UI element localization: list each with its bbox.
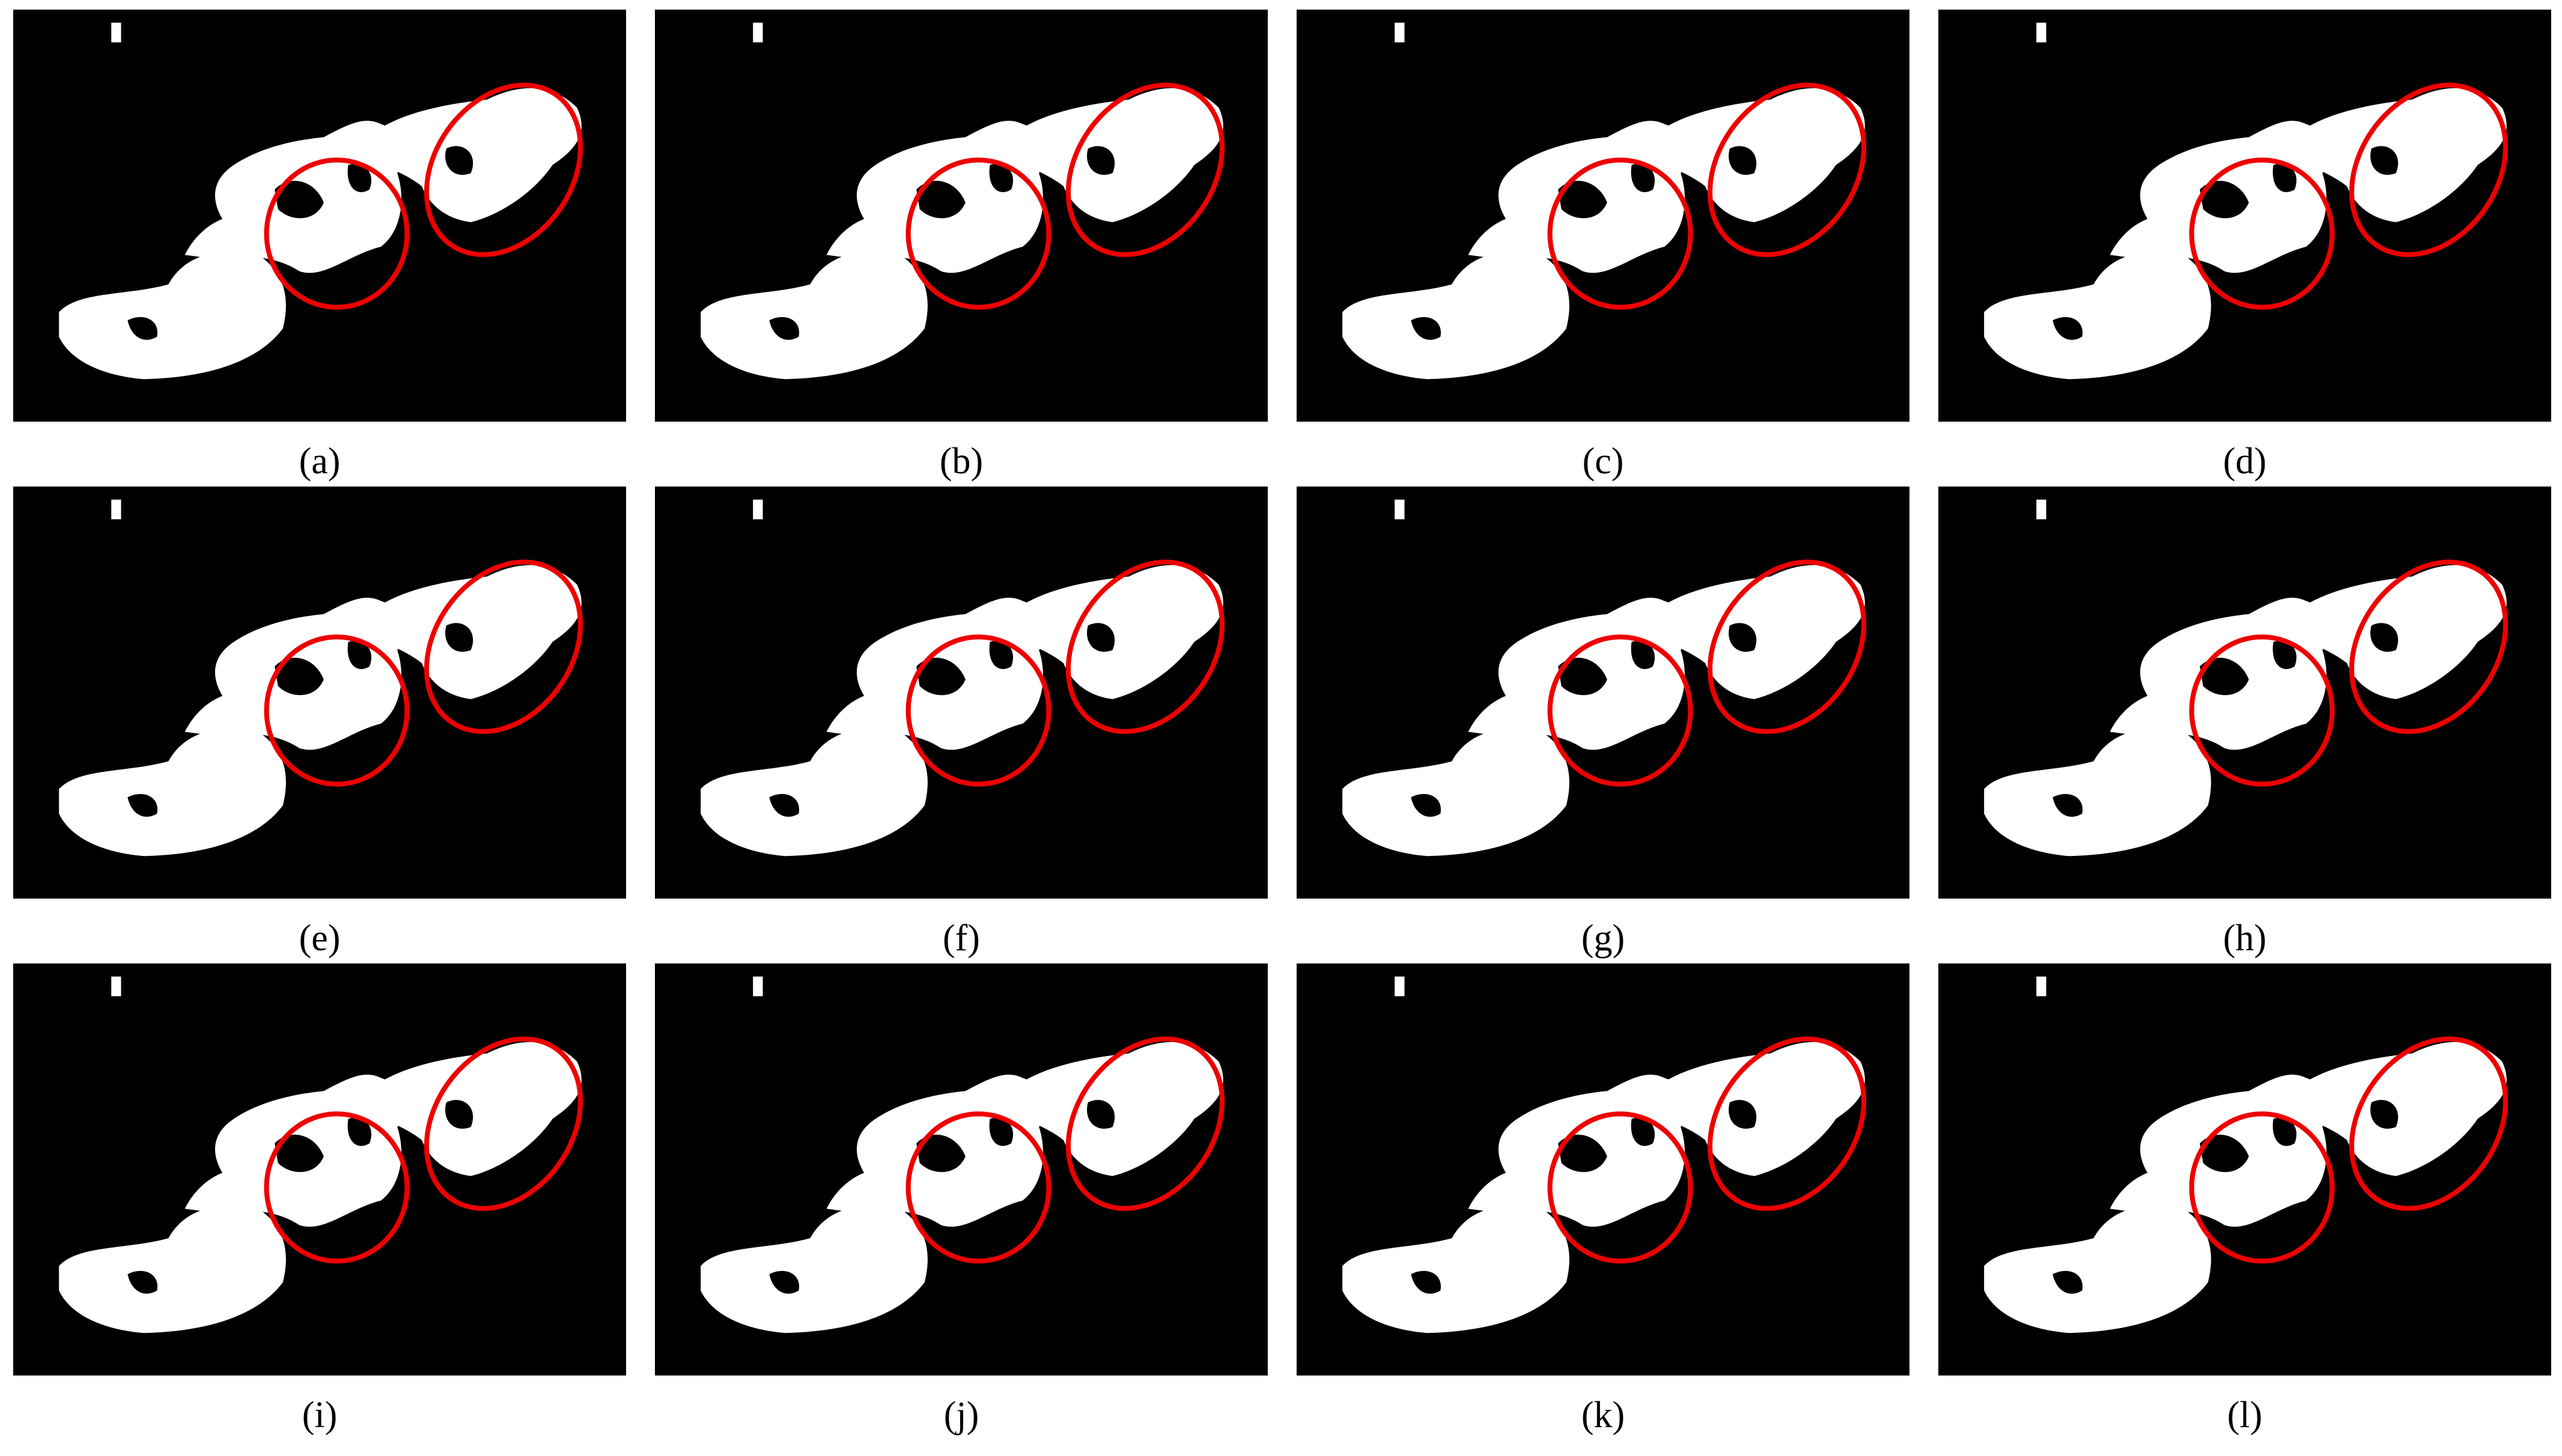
panel xyxy=(1938,487,2551,899)
panel-image xyxy=(655,963,1268,1376)
panel-label: (j) xyxy=(944,1395,979,1436)
panel-label: (g) xyxy=(1581,918,1625,959)
panel-image xyxy=(13,963,626,1376)
panel-image xyxy=(1938,10,2551,422)
panel xyxy=(13,487,626,899)
panel xyxy=(1297,10,1909,422)
panel-image xyxy=(13,10,626,422)
panel xyxy=(655,963,1268,1376)
panel-image xyxy=(655,10,1268,422)
panel xyxy=(1297,963,1909,1376)
panel-image xyxy=(1938,963,2551,1376)
panel-label: (c) xyxy=(1583,441,1624,482)
panel xyxy=(13,963,626,1376)
panel-label: (f) xyxy=(943,918,980,959)
panel xyxy=(1938,10,2551,422)
panel-label: (i) xyxy=(302,1395,338,1436)
panel-image xyxy=(1297,963,1909,1376)
panel-label: (d) xyxy=(2223,441,2266,482)
panel-label: (l) xyxy=(2227,1395,2263,1436)
panel-image xyxy=(655,487,1268,899)
panel-label: (h) xyxy=(2223,918,2266,959)
panel xyxy=(1297,487,1909,899)
panel-image xyxy=(1297,10,1909,422)
panel xyxy=(1938,963,2551,1376)
panel-image xyxy=(1938,487,2551,899)
panel xyxy=(13,10,626,422)
panel-label: (k) xyxy=(1581,1395,1625,1436)
panel xyxy=(655,487,1268,899)
panel-label: (b) xyxy=(940,441,983,482)
panel xyxy=(655,10,1268,422)
panel-label: (a) xyxy=(299,441,341,482)
panel-label: (e) xyxy=(299,918,341,959)
panel-image xyxy=(13,487,626,899)
panel-image xyxy=(1297,487,1909,899)
